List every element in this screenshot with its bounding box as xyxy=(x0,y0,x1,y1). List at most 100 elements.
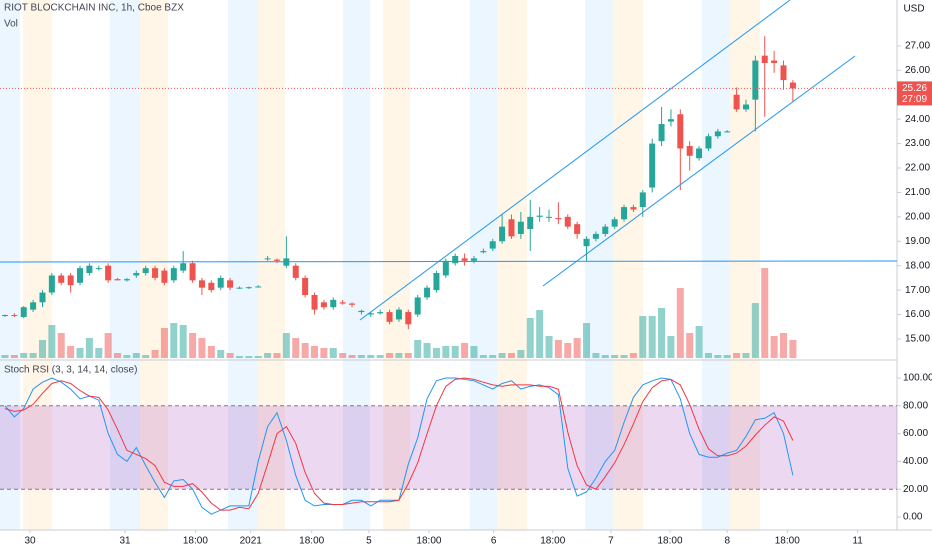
x-tick-label: 7 xyxy=(608,536,614,547)
volume-bar xyxy=(348,355,356,358)
volume-bar xyxy=(414,340,422,358)
candle-body xyxy=(508,219,515,237)
candle-body xyxy=(227,280,234,288)
candle-body xyxy=(358,310,365,313)
y-tick-label: 60.00 xyxy=(903,428,928,439)
y-tick-label: 27.00 xyxy=(905,41,930,52)
candle-body xyxy=(480,251,487,253)
indicator-title: Stoch RSI (3, 3, 14, 14, close) xyxy=(4,365,137,376)
volume-bar xyxy=(376,355,384,358)
volume-bar xyxy=(95,348,103,358)
volume-bar xyxy=(357,355,365,358)
volume-bar xyxy=(254,356,262,358)
candle-body xyxy=(714,131,721,137)
candle-body xyxy=(733,94,740,110)
candle-body xyxy=(208,282,215,291)
candle-body xyxy=(386,312,393,322)
candle-body xyxy=(349,303,356,305)
candle-body xyxy=(302,277,309,295)
y-tick-label: 26.00 xyxy=(905,65,930,76)
candle-body xyxy=(48,275,55,293)
candle-body xyxy=(161,270,168,283)
volume-bar xyxy=(114,353,122,358)
volume-bar xyxy=(723,355,731,358)
candle-body xyxy=(330,299,337,308)
volume-bar xyxy=(29,353,37,358)
x-tick-label: 18:00 xyxy=(775,536,800,547)
volume-label: Vol xyxy=(4,19,18,30)
volume-bar xyxy=(320,348,328,358)
volume-bar xyxy=(536,310,544,358)
volume-bar xyxy=(273,353,281,358)
volume-bar xyxy=(301,343,309,358)
volume-bar xyxy=(751,303,759,358)
volume-bar xyxy=(198,338,206,358)
x-tick-label: 18:00 xyxy=(416,536,441,547)
x-tick-label: 18:00 xyxy=(540,536,565,547)
y-tick-label: 23.00 xyxy=(905,138,930,149)
volume-bar xyxy=(695,326,703,358)
volume-bar xyxy=(526,318,534,358)
y-tick-label: 24.00 xyxy=(905,114,930,125)
y-tick-label: 15.00 xyxy=(905,334,930,345)
candle-body xyxy=(395,309,402,320)
volume-bar xyxy=(583,323,591,358)
volume-bar xyxy=(620,355,628,358)
volume-bar xyxy=(498,353,506,358)
y-tick-label: 19.00 xyxy=(905,236,930,247)
y-tick-label: 22.00 xyxy=(905,163,930,174)
candle-body xyxy=(442,260,449,276)
candle-body xyxy=(67,275,74,286)
volume-bar xyxy=(432,348,440,358)
candle-body xyxy=(658,124,665,142)
volume-bar xyxy=(85,338,93,358)
volume-bar xyxy=(479,355,487,358)
candle-body xyxy=(1,315,8,317)
volume-bar xyxy=(470,346,478,358)
candle-body xyxy=(20,307,27,317)
candle-body xyxy=(86,265,93,274)
volume-bar xyxy=(20,353,28,358)
volume-bar xyxy=(282,333,290,358)
volume-bar xyxy=(442,346,450,358)
candle-body xyxy=(236,287,243,289)
volume-bar xyxy=(686,333,694,358)
candle-body xyxy=(630,207,637,210)
candle-body xyxy=(95,268,102,270)
volume-bar xyxy=(545,336,553,358)
volume-bar xyxy=(207,346,215,358)
volume-bar xyxy=(245,356,253,358)
volume-bar xyxy=(1,355,9,358)
volume-bar xyxy=(658,308,666,358)
volume-bar xyxy=(132,353,140,358)
candle-body xyxy=(555,218,562,220)
volume-bar xyxy=(554,340,562,358)
volume-bar xyxy=(386,353,394,358)
x-tick-label: 31 xyxy=(119,536,131,547)
x-tick-label: 18:00 xyxy=(299,536,324,547)
volume-bar xyxy=(226,353,234,358)
candle-body xyxy=(452,255,459,264)
candle-body xyxy=(133,273,140,276)
candle-body xyxy=(39,292,46,303)
candle-body xyxy=(752,60,759,100)
candle-body xyxy=(667,119,674,122)
candle-body xyxy=(30,302,37,310)
volume-bar xyxy=(648,316,656,358)
volume-bar xyxy=(142,355,150,358)
candle-body xyxy=(761,55,768,64)
drawings xyxy=(0,0,898,321)
volume-bar xyxy=(601,355,609,358)
x-tick-label: 11 xyxy=(852,536,863,547)
candle-body xyxy=(377,312,384,314)
volume-bar xyxy=(742,353,750,358)
candle-body xyxy=(273,259,280,261)
candle-body xyxy=(499,226,506,242)
candle-body xyxy=(705,136,712,149)
volume-bar xyxy=(38,340,46,358)
candle-body xyxy=(320,302,327,308)
candle-body xyxy=(602,226,609,234)
volume-bar xyxy=(123,355,131,358)
volume-bar xyxy=(179,325,187,358)
candle-body xyxy=(611,219,618,227)
